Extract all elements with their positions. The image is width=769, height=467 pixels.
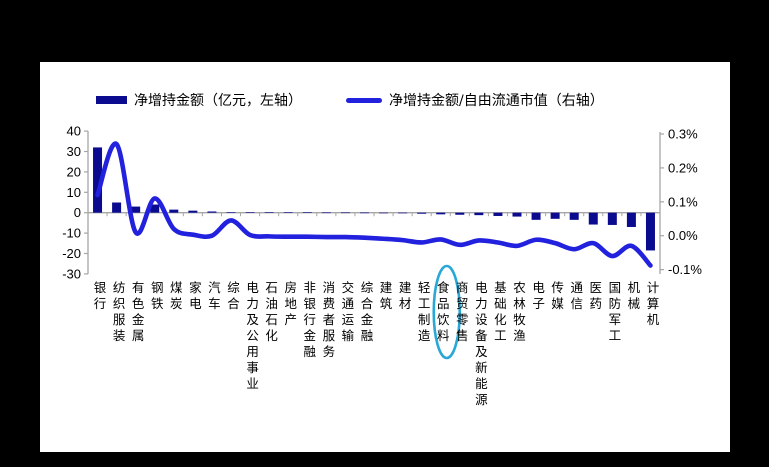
bar <box>112 202 122 213</box>
left-axis-tick-label: 30 <box>67 144 81 159</box>
bar-series-swatch-icon <box>96 96 127 104</box>
bar <box>626 212 636 227</box>
line-series-swatch-icon <box>346 97 382 103</box>
bar <box>131 206 141 213</box>
bar <box>607 212 617 225</box>
left-axis-tick-label: 10 <box>67 185 81 200</box>
bar <box>207 211 217 213</box>
chart-panel: 净增持金额（亿元，左轴） 净增持金额/自由流通市值（右轴） 40 30 20 10 0 -… <box>40 62 730 452</box>
bar <box>417 212 427 214</box>
left-axis-tick-label: 40 <box>67 124 81 139</box>
line-series-legend-label: 净增持金额/自由流通市值（右轴） <box>389 93 604 109</box>
bar <box>264 212 274 213</box>
bar <box>302 212 312 213</box>
bar <box>474 212 484 216</box>
bar <box>455 212 465 215</box>
highlight-ellipse-icon <box>432 264 462 360</box>
bar <box>512 212 522 217</box>
bar <box>93 147 103 213</box>
bar <box>150 204 160 213</box>
bar <box>379 212 389 214</box>
left-axis-tick-label: 20 <box>67 164 81 179</box>
right-axis-tick-label: 0.3% <box>668 127 698 142</box>
left-axis-tick-label: -10 <box>62 226 81 241</box>
bar <box>188 210 198 213</box>
bar <box>550 212 560 219</box>
bar <box>398 212 408 214</box>
bar <box>531 212 541 220</box>
legend-item-bar-series: 净增持金额（亿元，左轴） <box>96 92 302 109</box>
bar <box>436 212 446 215</box>
chart-plot: 40 30 20 10 0 -10 -20 -30 0.3% 0.2% 0.1% 0.0% -0.1% <box>62 124 702 360</box>
bar <box>169 209 179 213</box>
right-axis-tick-label: 0.1% <box>668 194 698 209</box>
bar <box>226 212 236 213</box>
left-axis-tick-label: 0 <box>74 205 81 220</box>
line-series-path <box>95 141 653 268</box>
left-axis-tick-label: -30 <box>62 266 81 281</box>
bar <box>588 212 598 225</box>
bar <box>321 212 331 214</box>
bar <box>569 212 579 220</box>
right-axis-tick-label: -0.1% <box>668 262 702 277</box>
bar <box>645 212 655 251</box>
left-axis-tick-label: -20 <box>62 246 81 261</box>
bar <box>493 212 503 216</box>
bar <box>283 212 293 213</box>
legend-item-line-series: 净增持金额/自由流通市值（右轴） <box>346 92 604 109</box>
right-axis-tick-label: 0.0% <box>668 228 698 243</box>
bar <box>245 212 255 213</box>
bar <box>359 212 369 214</box>
bar <box>340 212 350 214</box>
right-axis-tick-label: 0.2% <box>668 160 698 175</box>
bar-series-legend-label: 净增持金额（亿元，左轴） <box>134 93 302 109</box>
